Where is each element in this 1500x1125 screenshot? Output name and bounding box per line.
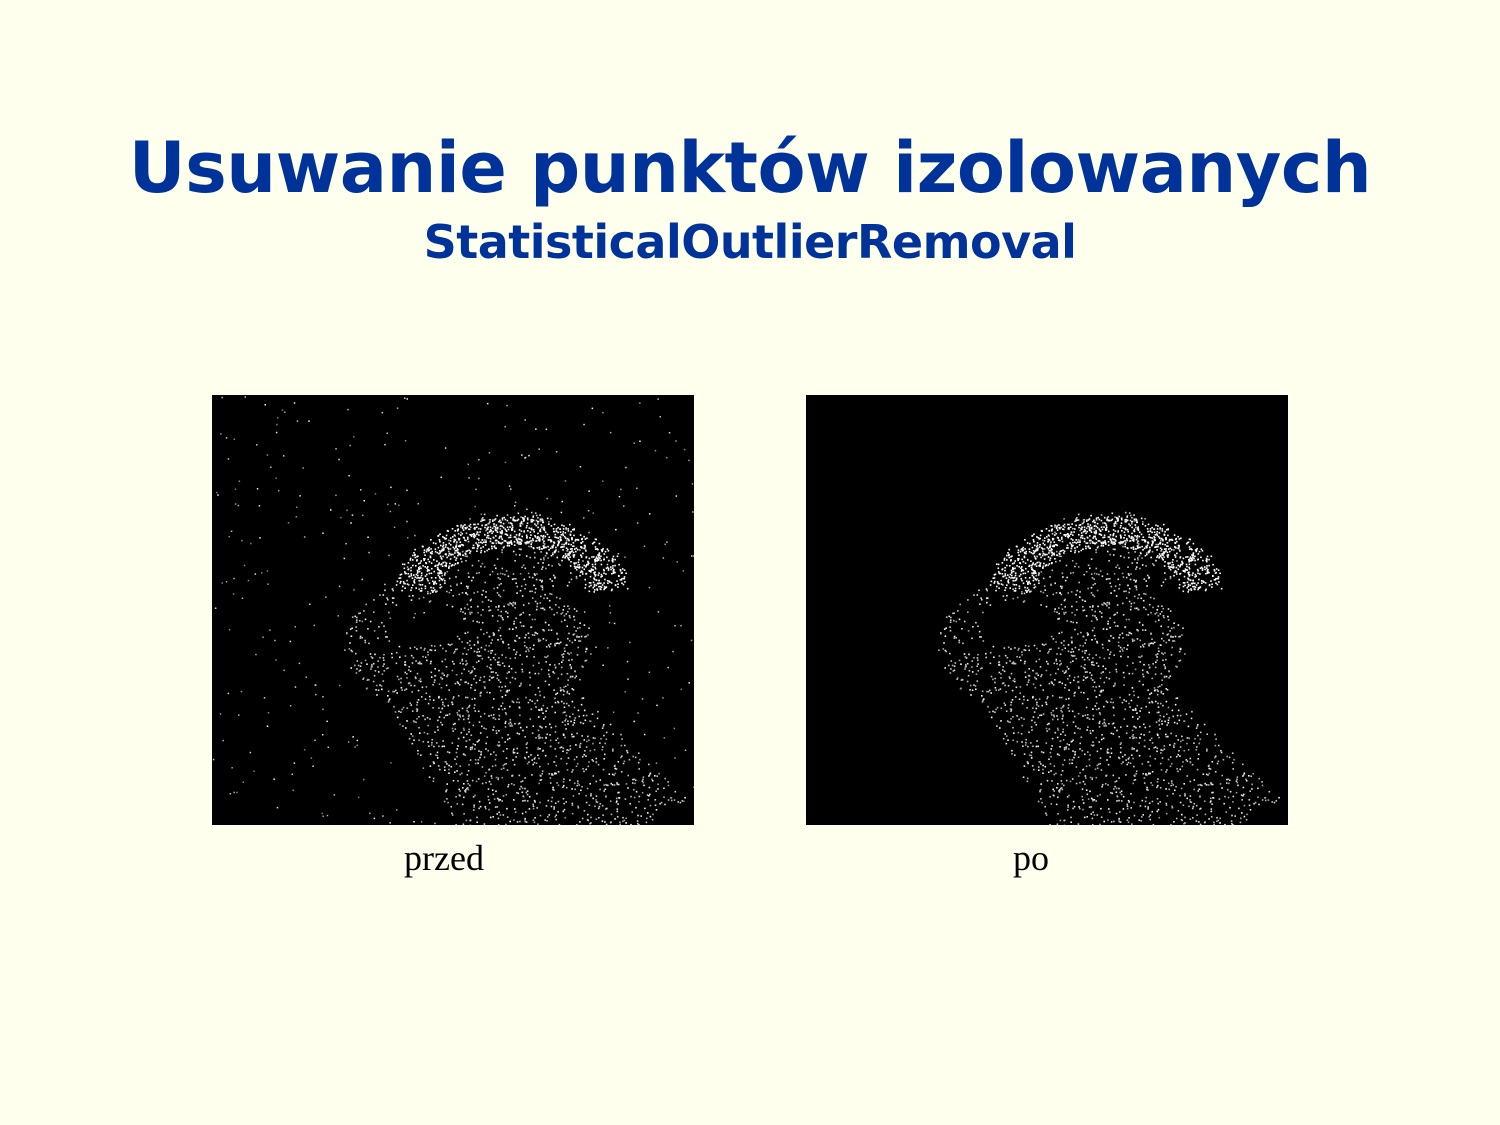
slide-subtitle: StatisticalOutlierRemoval [423,215,1077,269]
slide-title: Usuwanie punktów izolowanych [128,127,1372,209]
point-cloud-before-image [212,395,694,825]
point-cloud-after-image [806,395,1288,825]
caption-after: po [1013,838,1049,878]
caption-before: przed [404,838,484,878]
